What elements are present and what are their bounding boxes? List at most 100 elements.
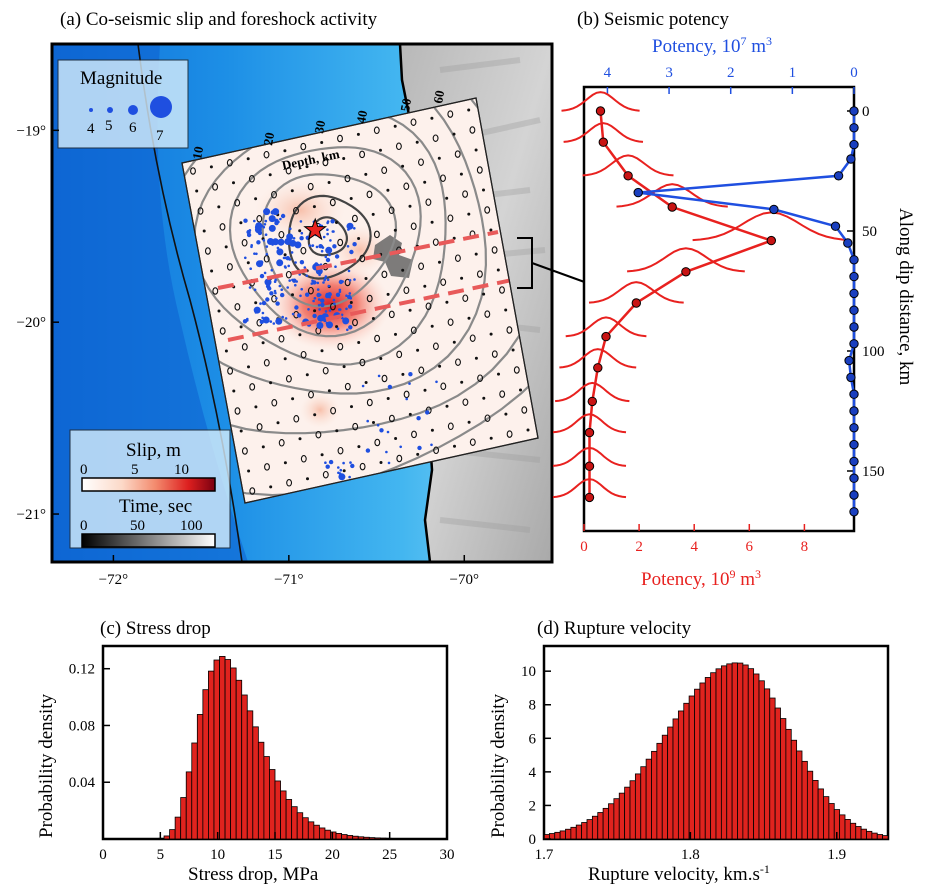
foreshock-dot [338,290,342,294]
histogram-bar [230,667,237,840]
subfault-marker [285,166,292,175]
subfault-marker [351,214,358,223]
time-tick-100: 100 [180,518,203,534]
subfault-marker [217,309,221,313]
magnitude-5-marker [107,107,113,113]
subfault-marker [283,357,287,361]
foreshock-dot [328,253,331,257]
x-tick-label: 1.7 [535,847,554,863]
histogram-bar [559,830,566,840]
histogram-bar [246,710,254,840]
histogram-bar [341,834,348,840]
foreshock-dot [291,312,295,316]
subfault-marker [337,134,343,143]
time-tick-0: 0 [80,518,88,534]
subfault-marker [386,292,390,296]
histogram-bar [860,828,867,840]
top-axis-label: Potency, 107 m3 [652,34,772,57]
histogram-bar [672,718,679,840]
foreshock-dot [284,238,292,245]
subfault-marker [430,324,434,328]
subfault-marker [418,262,425,271]
subfault-marker [226,159,233,167]
foreshock-dot [288,258,292,261]
foreshock-dot [292,278,297,283]
top-potency-point [849,439,859,450]
foreshock-dot [318,223,322,227]
subfault-marker [467,212,471,216]
foreshock-dot [267,286,272,291]
foreshock-dot [253,288,257,292]
foreshock-dot [282,256,286,260]
subfault-marker [278,335,285,343]
foreshock-dot [275,297,278,300]
foreshock-dot [334,265,337,269]
subfault-marker [477,374,484,382]
foreshock-dot [264,219,268,223]
subfault-marker [269,485,273,489]
foreshock-dot [294,261,297,264]
subfault-marker [352,318,358,327]
lon-tick-label: −72° [99,572,128,588]
subfault-marker [300,246,307,255]
foreshock-dot [312,313,317,319]
y-tick-label: 6 [529,731,537,747]
x-tick-label: 30 [440,847,455,863]
x-tick-label: 10 [210,847,225,863]
potency-axes-frame [582,85,856,533]
foreshock-dot [274,278,277,282]
top-potency-point [849,271,859,282]
histogram-bar [688,695,695,840]
subfault-marker [268,173,272,177]
foreshock-dot [377,374,381,378]
subfault-marker [239,221,243,225]
foreshock-dot [349,461,352,464]
foreshock-dot [259,302,262,305]
foreshock-dot [261,311,265,315]
subfault-marker [381,166,388,175]
foreshock-dot [264,233,268,236]
foreshock-dot [312,299,315,303]
foreshock-dot [253,219,256,223]
histogram-bar [817,788,824,840]
subfault-marker [504,308,508,312]
foreshock-dot [326,232,329,236]
foreshock-dot [268,224,276,232]
histogram-bar [704,677,712,840]
subfault-marker [342,157,346,160]
histogram-bar [324,829,331,840]
histogram-bar [191,742,198,840]
bottom-tick-label: 2 [635,539,643,555]
histogram-bar [737,662,744,840]
subfault-marker [462,294,469,302]
subfault-marker [283,461,287,465]
foreshock-dot [261,300,267,306]
subfault-marker [349,197,353,200]
foreshock-dot [263,208,271,216]
subfault-marker [197,207,204,215]
subfault-marker [482,292,486,296]
subfault-marker [246,157,250,161]
subfault-marker [366,398,373,407]
foreshock-dot [267,238,274,245]
bottom-potency-point [584,461,595,471]
bottom-tick-label: 8 [801,539,809,555]
bottom-potency-point [631,298,641,308]
histogram-bar [591,815,599,840]
foreshock-dot [338,308,342,311]
histogram-bar [694,688,701,840]
x-tick-label: 0 [99,847,107,863]
foreshock-dot [326,220,330,223]
foreshock-dot [275,301,280,306]
subfault-marker [248,175,255,183]
y-tick-label: 0.08 [69,718,95,734]
subfault-marker [330,406,337,415]
histogram-bar [753,673,760,840]
foreshock-dot [272,208,280,216]
subfault-marker [359,462,366,471]
subfault-marker [373,230,380,239]
subfault-marker [462,190,469,198]
subfault-marker [322,366,329,375]
depth-20-label: 20 [260,131,277,146]
lat-tick-label: −19° [17,123,46,139]
